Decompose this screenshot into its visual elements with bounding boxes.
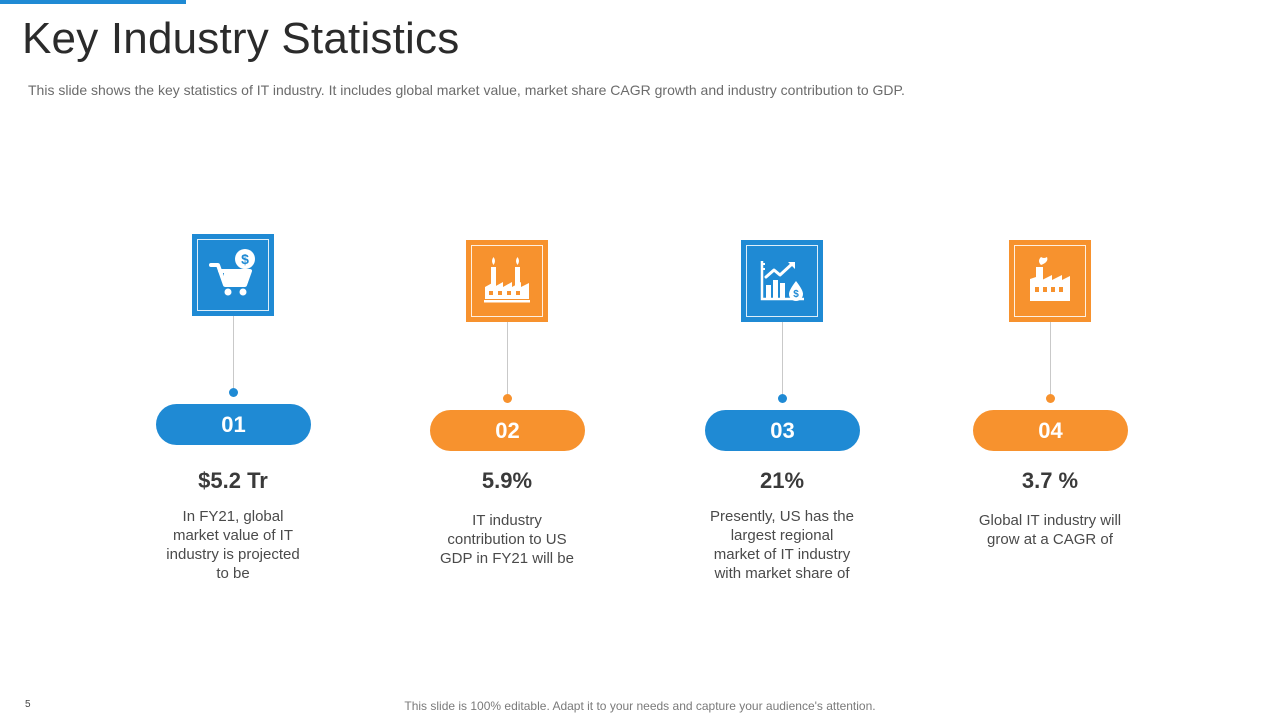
page-number: 5 — [25, 699, 31, 710]
factory-icon — [1030, 257, 1070, 301]
svg-text:$: $ — [241, 251, 249, 267]
stat-value: 3.7 % — [1021, 468, 1079, 493]
connector-line — [233, 316, 234, 388]
stat-value: 5.9% — [481, 468, 533, 493]
connector-dot — [778, 394, 787, 403]
shopping-cart-dollar-icon: $ — [209, 249, 255, 296]
icon-box: $ — [741, 240, 823, 322]
icon-box — [1009, 240, 1091, 322]
svg-text:$: $ — [793, 289, 799, 300]
icon-box: $ — [192, 234, 274, 316]
page-title: Key Industry Statistics — [22, 14, 460, 63]
stat-number-badge: 02 — [430, 410, 585, 451]
stat-description: Presently, US has the largest regional m… — [710, 508, 854, 582]
connector-line — [782, 322, 783, 394]
stat-value: 21% — [759, 468, 805, 493]
stat-description: In FY21, global market value of IT indus… — [166, 508, 300, 582]
connector-dot — [503, 394, 512, 403]
stat-description: IT industry contribution to US GDP in FY… — [440, 512, 574, 567]
top-accent-bar — [0, 0, 186, 4]
connector-line — [507, 322, 508, 394]
stat-value: $5.2 Tr — [198, 468, 268, 493]
connector-dot — [1046, 394, 1055, 403]
stat-number-badge: 01 — [156, 404, 311, 445]
factory-chimneys-icon — [484, 257, 530, 303]
icon-box — [466, 240, 548, 322]
connector-line — [1050, 322, 1051, 394]
stat-number-badge: 03 — [705, 410, 860, 451]
page-subtitle: This slide shows the key statistics of I… — [28, 82, 905, 98]
footer-note: This slide is 100% editable. Adapt it to… — [404, 699, 876, 713]
stat-number-badge: 04 — [973, 410, 1128, 451]
connector-dot — [229, 388, 238, 397]
growth-chart-dollar-icon: $ — [760, 261, 804, 301]
stat-description: Global IT industry will grow at a CAGR o… — [978, 512, 1122, 548]
